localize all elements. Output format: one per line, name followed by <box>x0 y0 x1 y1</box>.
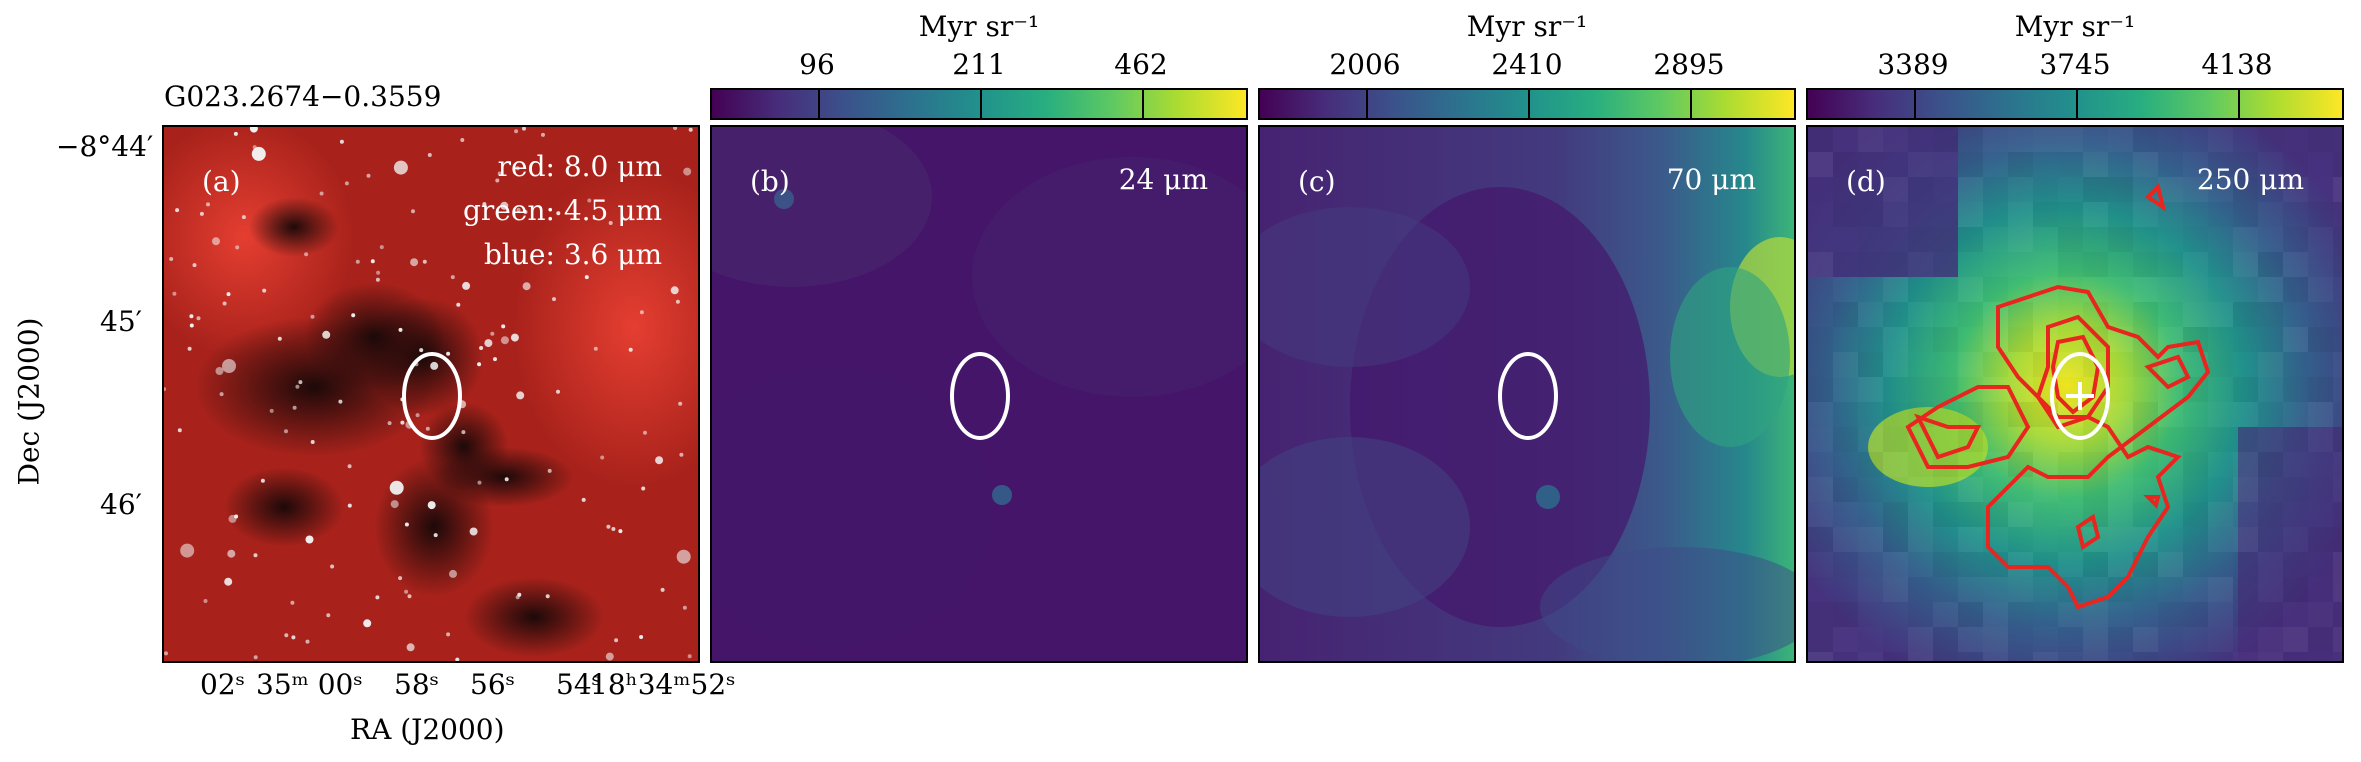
panel-label: (d) <box>1846 165 1886 198</box>
x-tick-label: 54ˢ <box>556 668 602 701</box>
beam-ellipse <box>950 352 1010 440</box>
source-name: G023.2674−0.3559 <box>164 80 442 113</box>
panel-b-24um-image: (b) 24 μm <box>710 125 1248 663</box>
y-tick-label: 45′ <box>100 305 142 338</box>
rgb-legend-blue: blue: 3.6 μm <box>484 238 662 271</box>
colorbar-unit-c: Myr sr⁻¹ <box>1466 10 1588 43</box>
beam-ellipse <box>1498 352 1558 440</box>
rgb-legend-green: green: 4.5 μm <box>463 194 662 227</box>
colorbar-unit-d: Myr sr⁻¹ <box>2014 10 2136 43</box>
colorbar-tick: 211 <box>952 48 1006 81</box>
panel-label: (c) <box>1298 165 1336 198</box>
x-tick-label: 02ˢ <box>200 668 246 701</box>
rgb-legend: red: 8.0 μm green: 4.5 μm blue: 3.6 μm <box>463 145 662 277</box>
wavelength-label: 250 μm <box>2196 163 2304 196</box>
x-tick-label: 56ˢ <box>470 668 516 701</box>
y-tick-label: 46′ <box>100 488 142 521</box>
colorbar-tick: 2006 <box>1329 48 1401 81</box>
wavelength-label: 70 μm <box>1666 163 1756 196</box>
colorbar-tick: 96 <box>799 48 835 81</box>
colorbar-tick: 462 <box>1114 48 1168 81</box>
x-tick-label: 35ᵐ 00ˢ <box>256 668 363 701</box>
y-axis-label: Dec (J2000) <box>12 317 46 486</box>
panel-label: (a) <box>202 165 241 198</box>
x-axis-label: RA (J2000) <box>350 713 505 746</box>
panel-d-250um-image: (d) 250 μm <box>1806 125 2344 663</box>
panel-a-rgb-image: (a) red: 8.0 μm green: 4.5 μm blue: 3.6 … <box>162 125 700 663</box>
colorbar-c <box>1258 88 1796 120</box>
rgb-legend-red: red: 8.0 μm <box>497 150 662 183</box>
peak-cross-marker <box>2066 382 2094 410</box>
colorbar-d <box>1806 88 2344 120</box>
panel-c-70um-image: (c) 70 μm <box>1258 125 1796 663</box>
colorbar-tick: 2410 <box>1491 48 1563 81</box>
y-tick-label: −8°44′ <box>56 130 154 163</box>
colorbar-tick: 3745 <box>2039 48 2111 81</box>
beam-ellipse <box>2050 352 2110 440</box>
contour-lines <box>1905 183 2211 610</box>
colorbar-tick: 2895 <box>1653 48 1725 81</box>
colorbar-unit-b: Myr sr⁻¹ <box>918 10 1040 43</box>
beam-ellipse <box>402 352 462 440</box>
panel-label: (b) <box>750 165 790 198</box>
x-tick-label: 18ʰ34ᵐ52ˢ <box>590 668 736 701</box>
colorbar-tick: 3389 <box>1877 48 1949 81</box>
x-tick-label: 58ˢ <box>394 668 440 701</box>
colorbar-b <box>710 88 1248 120</box>
wavelength-label: 24 μm <box>1118 163 1208 196</box>
colorbar-tick: 4138 <box>2201 48 2273 81</box>
